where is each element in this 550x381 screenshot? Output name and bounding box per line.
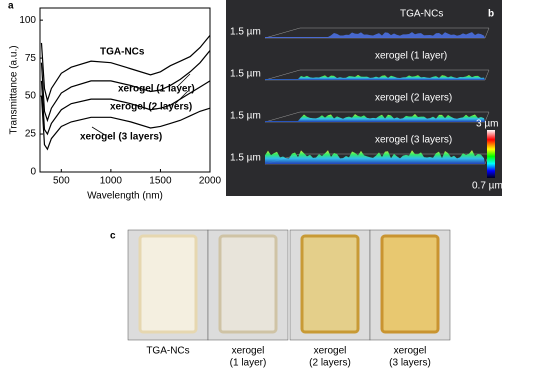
series-line — [40, 34, 211, 103]
panel-label: c — [110, 231, 116, 242]
afm-sample-label: TGA-NCs — [400, 9, 443, 20]
series-line — [40, 96, 211, 151]
afm-background — [226, 0, 502, 196]
panel-label: a — [8, 1, 14, 12]
afm-sample-label: xerogel (1 layer) — [375, 51, 447, 62]
photo-caption: (2 layers) — [309, 358, 351, 369]
y-tick-label: 50 — [25, 91, 37, 102]
photo-caption: xerogel — [314, 346, 347, 357]
afm-sample-label: xerogel (2 layers) — [375, 93, 452, 104]
panel-label: b — [488, 9, 494, 20]
glass-sample — [380, 234, 440, 334]
afm-surface — [265, 114, 485, 122]
glass-sample — [138, 234, 198, 334]
afm-sample-label: xerogel (3 layers) — [375, 135, 452, 146]
colorbar-min: 0.7 µm — [472, 181, 503, 192]
y-axis-label: Transmittance (a.u.) — [9, 45, 20, 134]
afm-scale-label: 1.5 µm — [230, 27, 261, 38]
glass-sample — [300, 234, 360, 334]
afm-scale-label: 1.5 µm — [230, 69, 261, 80]
annotation-arrow — [177, 73, 191, 87]
series-annotation: xerogel (1 layer) — [118, 84, 195, 95]
y-tick-label: 0 — [30, 167, 36, 178]
colorbar-max: 3 µm — [476, 119, 498, 130]
photo-caption: xerogel — [232, 346, 265, 357]
plot-frame — [39, 7, 211, 173]
photo-caption: (3 layers) — [389, 358, 431, 369]
panel-b: b TGA-NCs 1.5 µm xerogel (1 layer) 1.5 µm xer… — [226, 0, 503, 196]
x-tick-label: 500 — [53, 176, 70, 187]
colorbar — [487, 130, 495, 178]
photo-caption: xerogel — [394, 346, 427, 357]
series-line — [40, 80, 211, 136]
afm-scale-label: 1.5 µm — [230, 111, 261, 122]
x-tick-label: 1000 — [100, 176, 123, 187]
series-annotation: xerogel (3 layers) — [80, 132, 162, 143]
afm-surface — [265, 75, 485, 80]
photo-caption: TGA-NCs — [146, 346, 189, 357]
photo-caption: (1 layer) — [230, 358, 267, 369]
afm-scale-label: 1.5 µm — [230, 153, 261, 164]
x-tick-label: 1500 — [149, 176, 172, 187]
y-tick-label: 100 — [19, 15, 36, 26]
annotation-arrow — [174, 90, 189, 105]
series-line — [40, 50, 211, 123]
x-axis-label: Wavelength (nm) — [87, 191, 163, 202]
afm-surface — [265, 150, 485, 164]
glass-sample — [218, 234, 278, 334]
afm-surface — [265, 32, 485, 38]
y-tick-label: 75 — [25, 53, 37, 64]
series-annotation: TGA-NCs — [100, 47, 145, 58]
series-annotation: xerogel (2 layers) — [110, 102, 192, 113]
x-tick-label: 2000 — [199, 176, 222, 187]
y-tick-label: 25 — [25, 129, 37, 140]
panel-a: a 0 25 50 75 100 500 1000 1500 2000 Wavelength (nm… — [8, 1, 222, 202]
annotation-arrow — [91, 126, 106, 136]
